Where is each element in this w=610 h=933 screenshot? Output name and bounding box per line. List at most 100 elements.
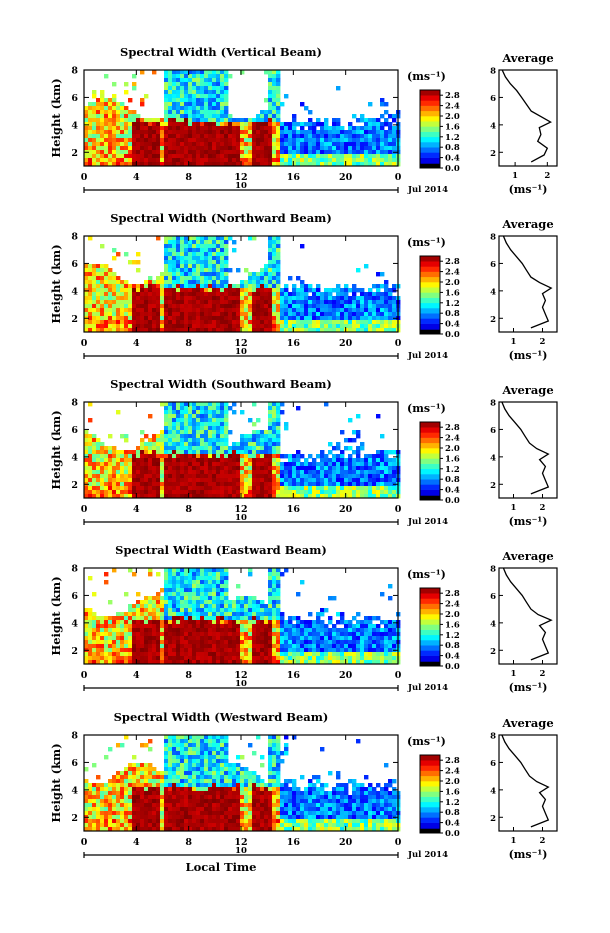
heatmap-cell [192,94,196,98]
heatmap-cell [352,450,356,454]
heatmap-cell [268,410,272,414]
heatmap-cell [224,70,228,74]
heatmap-cell [392,158,396,162]
heatmap-cell [128,644,132,648]
heatmap-cell [128,118,132,122]
heatmap-cell [188,264,192,268]
heatmap-cell [248,628,252,632]
heatmap-cell [276,280,280,284]
heatmap-cell [256,490,260,494]
heatmap-cell [100,280,104,284]
heatmap-cell [164,90,168,94]
heatmap-cell [220,434,224,438]
heatmap-cell [104,106,108,110]
heatmap-cell [292,142,296,146]
heatmap-cell [224,588,228,592]
heatmap-cell [92,138,96,142]
heatmap-cell [332,146,336,150]
y-tick-label: 6 [71,425,78,436]
heatmap-cell [264,146,268,150]
heatmap-cell [208,78,212,82]
heatmap-cell [208,292,212,296]
heatmap-cell [168,150,172,154]
heatmap-cell [148,300,152,304]
heatmap-cell [284,628,288,632]
heatmap-cell [308,126,312,130]
heatmap-cell [224,576,228,580]
heatmap-cell [276,406,280,410]
heatmap-cell [260,612,264,616]
x-tick-label: 8 [185,172,192,183]
heatmap-cell [236,478,240,482]
heatmap-cell [288,276,292,280]
heatmap-cell [92,490,96,494]
heatmap-cell [212,308,216,312]
heatmap-cell [180,490,184,494]
heatmap-cell [176,450,180,454]
heatmap-cell [264,158,268,162]
y-tick-label: 8 [71,66,78,77]
panel-1: Spectral Width (Vertical Beam)2468Height… [49,45,557,196]
heatmap-cell [272,106,276,110]
heatmap-cell [176,138,180,142]
heatmap-cell [240,312,244,316]
heatmap-cell [216,320,220,324]
heatmap-cell [156,134,160,138]
heatmap-cell [140,320,144,324]
heatmap-cell [132,620,136,624]
heatmap-cell [92,110,96,114]
heatmap-cell [164,252,168,256]
heatmap-cell [84,620,88,624]
heatmap-cell [228,296,232,300]
heatmap-cell [240,454,244,458]
heatmap-cell [364,458,368,462]
heatmap-cell [128,316,132,320]
heatmap-cell [188,454,192,458]
heatmap-cell [100,134,104,138]
heatmap-cell [152,138,156,142]
heatmap-cell [252,154,256,158]
heatmap-cell [212,648,216,652]
heatmap-cell [112,628,116,632]
heatmap-cell [120,620,124,624]
heatmap-cell [84,430,88,434]
heatmap-cell [188,600,192,604]
heatmap-cell [208,272,212,276]
heatmap-cell [340,316,344,320]
heatmap-cell [96,134,100,138]
heatmap-cell [308,150,312,154]
heatmap-cell [96,466,100,470]
heatmap-cell [348,438,352,442]
heatmap-cell [216,118,220,122]
heatmap-cell [88,608,92,612]
heatmap-cell [180,316,184,320]
heatmap-cell [236,304,240,308]
heatmap-cell [192,134,196,138]
heatmap-cell [380,98,384,102]
heatmap-cell [364,304,368,308]
heatmap-cell [136,126,140,130]
heatmap-cell [292,138,296,142]
heatmap-cell [136,446,140,450]
heatmap-cell [228,648,232,652]
heatmap-cell [264,268,268,272]
colorbar-swatch [420,432,440,438]
heatmap-cell [164,402,168,406]
heatmap-cell [164,70,168,74]
heatmap-cell [172,410,176,414]
heatmap-cell [244,482,248,486]
heatmap-cell [228,304,232,308]
heatmap-cell [136,260,140,264]
heatmap-cell [144,490,148,494]
heatmap-cell [224,98,228,102]
heatmap-cell [376,142,380,146]
heatmap-cell [108,150,112,154]
heatmap-cell [184,122,188,126]
heatmap-cell [160,588,164,592]
heatmap-cell [212,580,216,584]
heatmap-cell [88,470,92,474]
heatmap-cell [280,320,284,324]
heatmap-cell [264,466,268,470]
heatmap-cell [180,324,184,328]
heatmap-cell [276,304,280,308]
